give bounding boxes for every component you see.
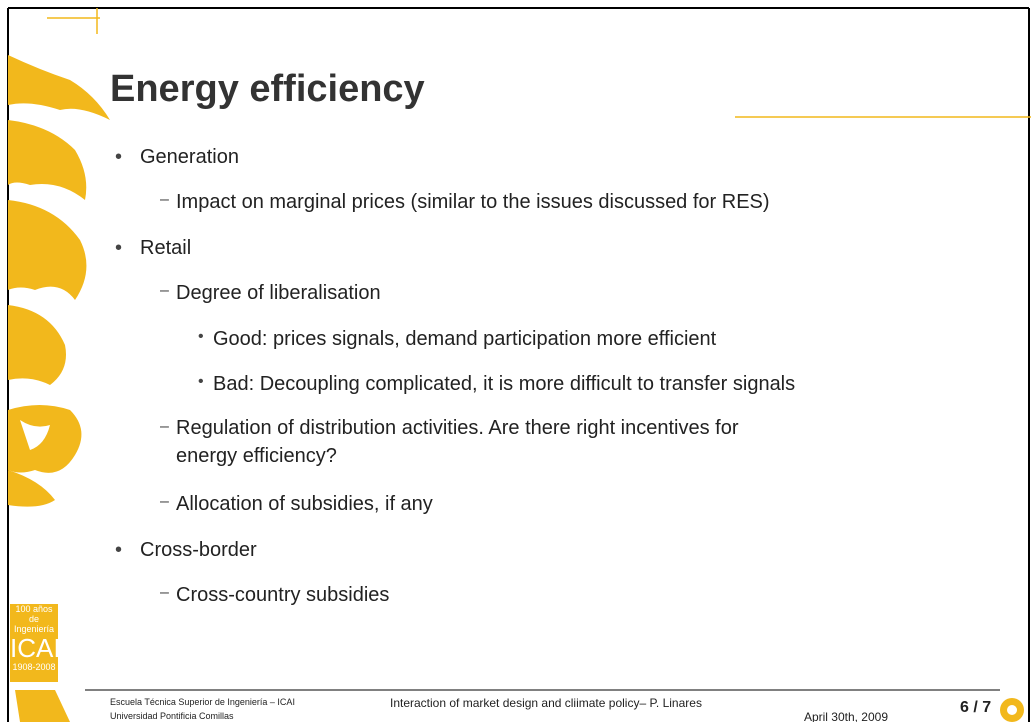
bullet-marker: – bbox=[160, 493, 169, 510]
bullet-marker: • bbox=[115, 146, 123, 168]
bullet-marker: • bbox=[198, 328, 204, 345]
bullet-level3: Good: prices signals, demand participati… bbox=[213, 328, 717, 350]
badge-years: 1908-2008 bbox=[12, 662, 56, 672]
bullet-marker: • bbox=[198, 373, 204, 390]
bullet-marker: • bbox=[115, 237, 123, 259]
badge-name: ICAI bbox=[10, 633, 61, 663]
bullet-level1: Retail bbox=[140, 237, 192, 259]
footer-talk: Interaction of market design and cliimat… bbox=[390, 696, 702, 710]
bullet-level1: Generation bbox=[140, 146, 239, 168]
anniversary-badge: 100 años de Ingeniería ICAI 1908-2008 bbox=[10, 604, 61, 682]
bullet-level2: Degree of liberalisation bbox=[176, 282, 381, 304]
badge-line: 100 años de bbox=[15, 604, 53, 624]
bullet-level2: Regulation of distribution activities. A… bbox=[176, 417, 739, 467]
badge-line: Ingeniería bbox=[13, 624, 55, 634]
bullet-marker: – bbox=[160, 191, 169, 208]
footer-date: April 30th, 2009 bbox=[803, 710, 888, 722]
bullet-level3: Bad: Decoupling complicated, it is more … bbox=[213, 373, 796, 395]
bullet-level2: Allocation of subsidies, if any bbox=[176, 493, 433, 515]
bullet-level1: Cross-border bbox=[140, 539, 257, 561]
bullet-marker: – bbox=[160, 584, 169, 601]
bullet-level2: Cross-country subsidies bbox=[176, 584, 390, 606]
bullet-level2: Impact on marginal prices (similar to th… bbox=[176, 191, 770, 213]
bullet-marker: • bbox=[115, 539, 123, 561]
page-number: 6 / 7 bbox=[960, 699, 992, 716]
footer-school: Escuela Técnica Superior de Ingeniería –… bbox=[110, 697, 295, 707]
bullet-marker: – bbox=[160, 282, 169, 299]
footer-university: Universidad Pontificia Comillas bbox=[110, 711, 234, 721]
slide-title: Energy efficiency bbox=[110, 68, 425, 110]
bullet-marker: – bbox=[160, 418, 169, 435]
